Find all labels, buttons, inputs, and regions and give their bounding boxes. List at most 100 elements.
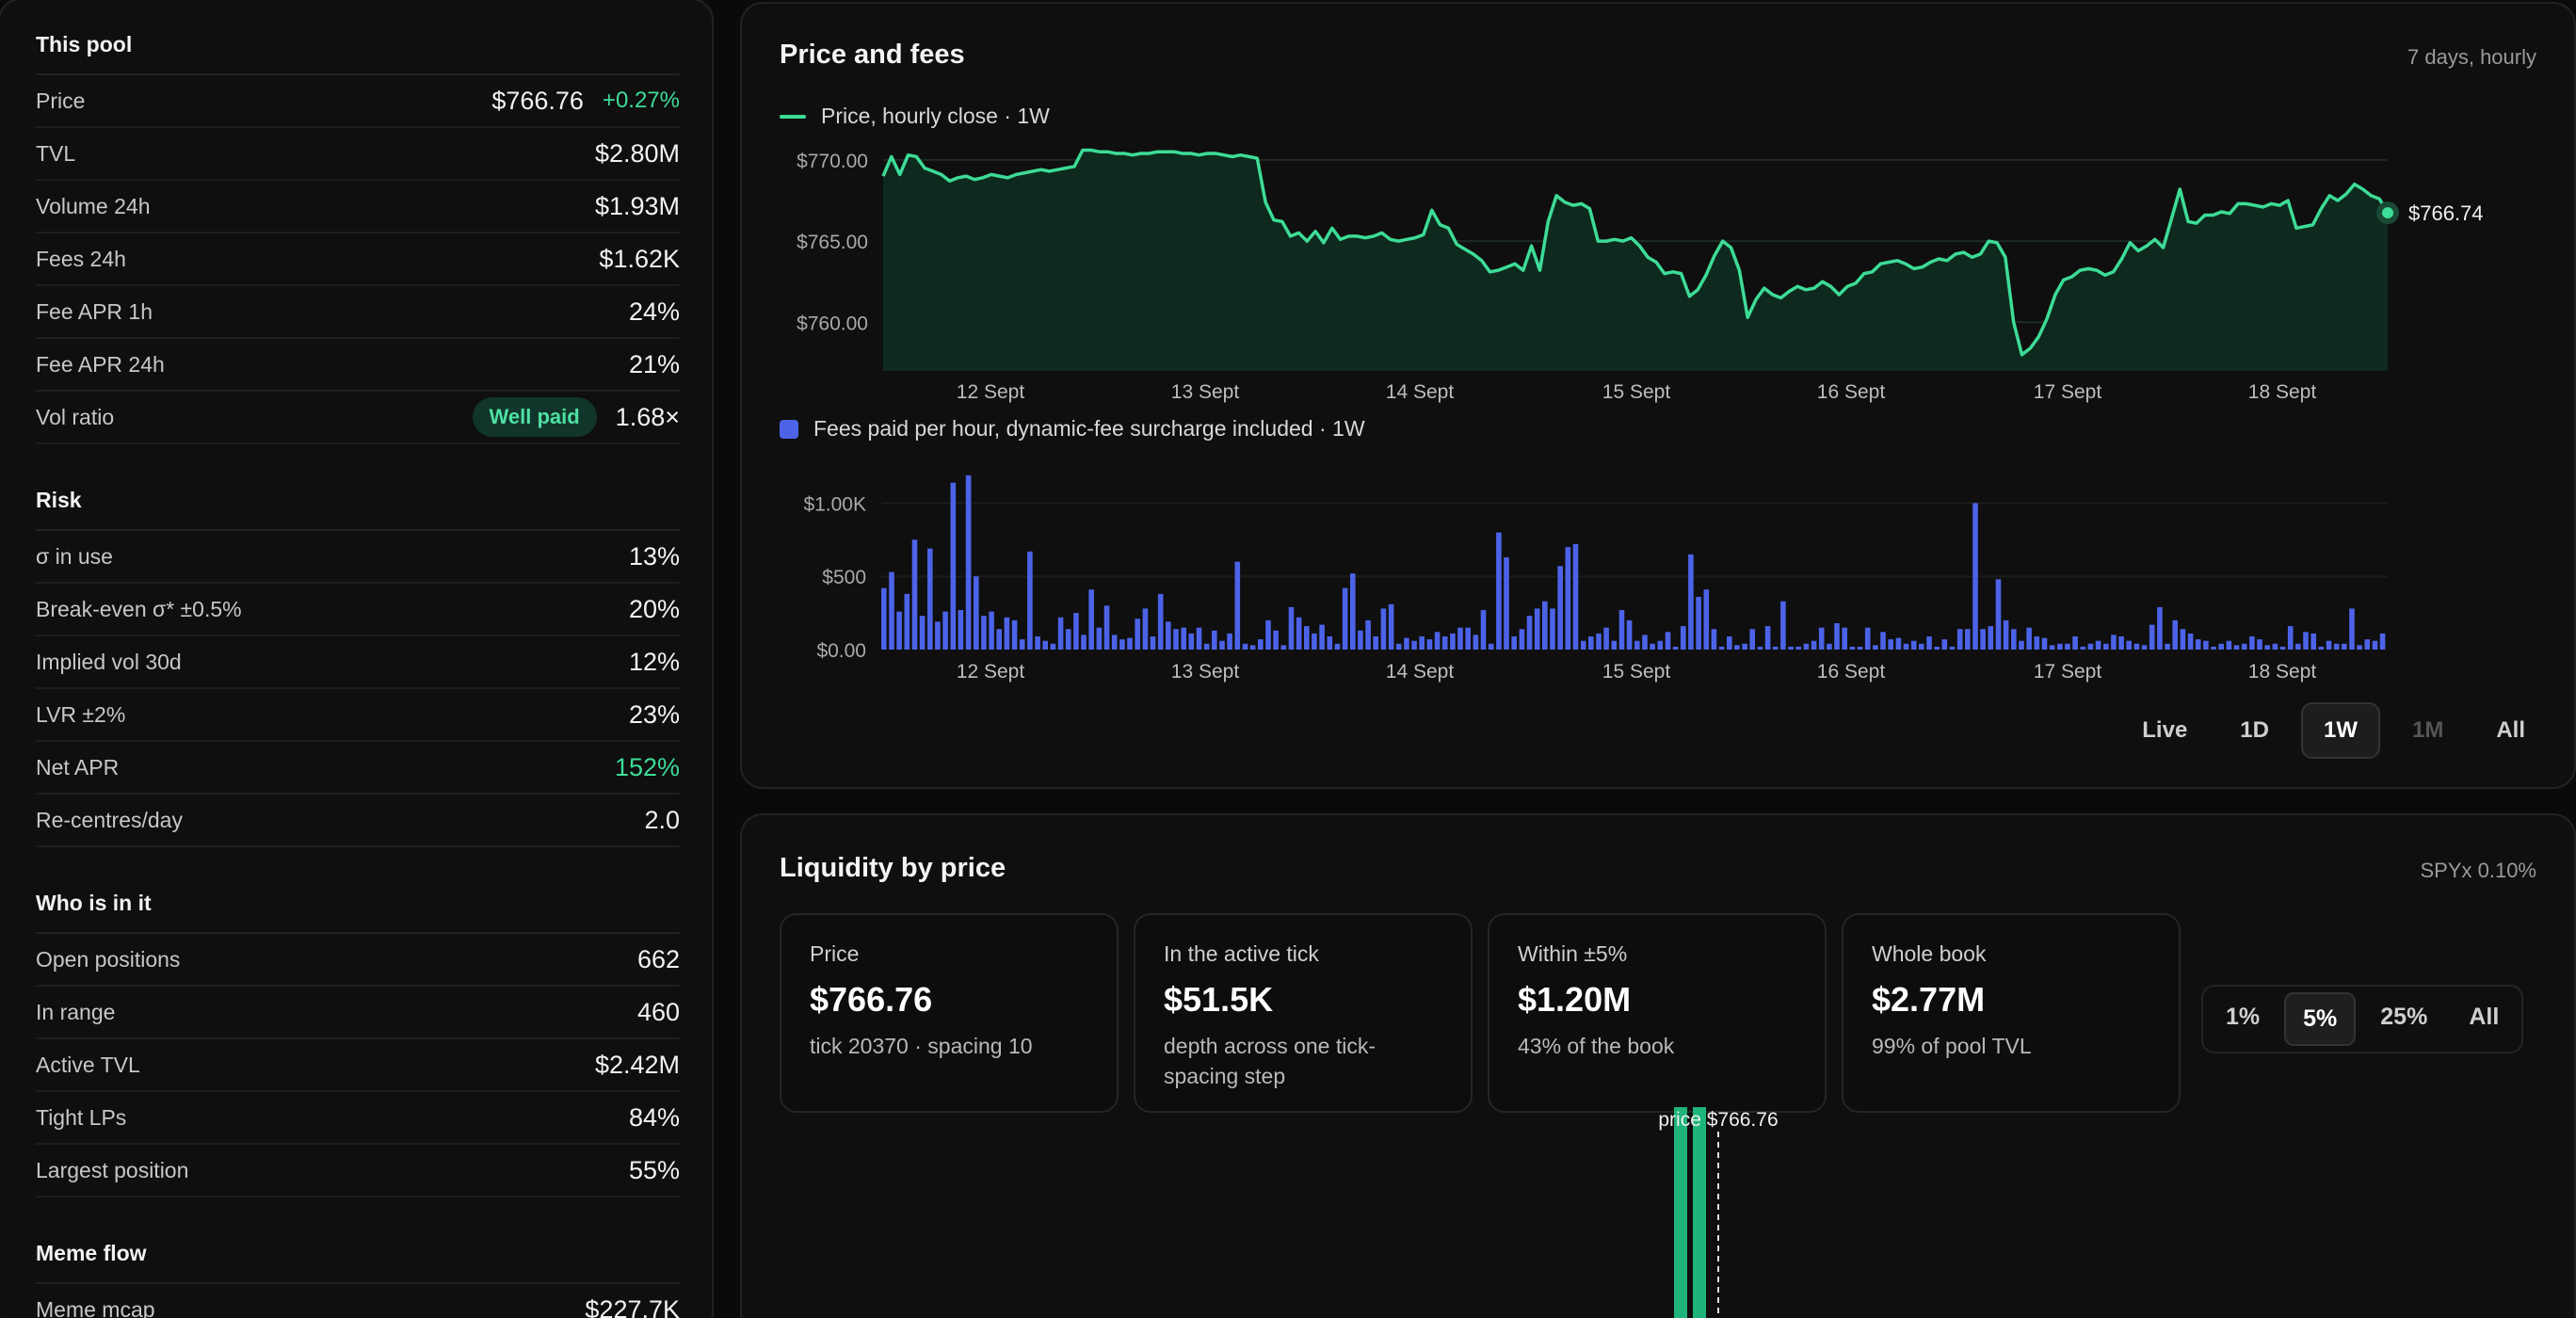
fee-bar[interactable] <box>2226 640 2232 650</box>
fee-bar[interactable] <box>1296 617 1302 650</box>
fee-bar[interactable] <box>1157 593 1164 650</box>
fee-bar[interactable] <box>1035 636 1040 650</box>
fee-bar[interactable] <box>1088 589 1094 650</box>
fee-bar[interactable] <box>1342 587 1348 650</box>
fee-bar[interactable] <box>2241 643 2247 650</box>
fee-bar[interactable] <box>2211 646 2216 650</box>
fee-bar[interactable] <box>1327 636 1333 650</box>
fee-bar[interactable] <box>1350 573 1356 650</box>
fee-bar[interactable] <box>1880 632 1886 650</box>
fee-bar[interactable] <box>1903 643 1909 650</box>
fee-bar[interactable] <box>1995 579 2002 650</box>
fee-bar[interactable] <box>1941 639 1948 650</box>
fee-bar[interactable] <box>2287 626 2294 650</box>
fee-bar[interactable] <box>1441 636 1448 650</box>
fee-bar[interactable] <box>1818 627 1825 650</box>
fee-bar[interactable] <box>2141 645 2148 650</box>
fee-bar[interactable] <box>1312 633 1317 650</box>
fee-bar[interactable] <box>2180 629 2186 650</box>
fee-bar[interactable] <box>1395 643 1402 650</box>
fee-bar[interactable] <box>1057 617 1064 650</box>
fee-bar[interactable] <box>2118 636 2124 650</box>
fee-bar[interactable] <box>1127 637 1133 650</box>
fee-bar[interactable] <box>1358 630 1363 650</box>
fee-bar[interactable] <box>2065 643 2070 650</box>
fee-bar[interactable] <box>1873 645 1878 650</box>
fee-bar[interactable] <box>2019 640 2024 650</box>
fee-bar[interactable] <box>2034 636 2040 650</box>
fee-bar[interactable] <box>1334 643 1341 650</box>
fee-bar[interactable] <box>1504 557 1509 650</box>
fee-bar[interactable] <box>1304 626 1310 650</box>
fee-bar[interactable] <box>1626 619 1633 650</box>
fee-bar[interactable] <box>2233 645 2240 650</box>
fee-bar[interactable] <box>2003 619 2009 650</box>
fee-bar[interactable] <box>1864 627 1871 650</box>
fee-bar[interactable] <box>1642 635 1648 650</box>
fee-bar[interactable] <box>1234 561 1241 650</box>
fee-bar[interactable] <box>1580 640 1586 650</box>
fee-bar[interactable] <box>2379 633 2386 650</box>
fee-bar[interactable] <box>1380 608 1387 650</box>
fee-bar[interactable] <box>1404 637 1409 650</box>
fee-bar[interactable] <box>1450 633 1456 650</box>
fee-bar[interactable] <box>881 587 887 650</box>
fee-bar[interactable] <box>1434 632 1441 650</box>
fee-bar[interactable] <box>958 610 964 650</box>
liquidity-bar[interactable] <box>1674 1107 1687 1318</box>
fee-bar[interactable] <box>2126 640 2132 650</box>
fee-bar[interactable] <box>1980 629 1986 650</box>
fee-bar[interactable] <box>2087 643 2094 650</box>
fee-bar[interactable] <box>1042 640 1048 650</box>
fee-bar[interactable] <box>935 621 941 650</box>
fee-bar[interactable] <box>2272 643 2278 650</box>
fee-bar[interactable] <box>2203 640 2209 650</box>
fee-bar[interactable] <box>1795 646 1801 650</box>
fee-bar[interactable] <box>1388 603 1394 650</box>
fee-bar[interactable] <box>1842 627 1847 650</box>
fee-bar[interactable] <box>1265 619 1271 650</box>
fee-bar[interactable] <box>1273 630 1279 650</box>
fee-bar[interactable] <box>1618 610 1625 650</box>
fee-bar[interactable] <box>1249 645 1256 650</box>
fee-bar[interactable] <box>1196 627 1202 650</box>
fee-bar[interactable] <box>1550 608 1555 650</box>
fee-bar[interactable] <box>1665 632 1671 650</box>
fee-bar[interactable] <box>1895 637 1902 650</box>
fee-bar[interactable] <box>1096 627 1103 650</box>
fee-bar[interactable] <box>2080 646 2086 650</box>
fee-bar[interactable] <box>2165 643 2170 650</box>
liquidity-range-5pct[interactable]: 5% <box>2284 992 2357 1046</box>
fee-bar[interactable] <box>1073 613 1079 650</box>
fee-bar[interactable] <box>950 482 957 650</box>
fee-bar[interactable] <box>1611 640 1618 650</box>
fee-bar[interactable] <box>2057 643 2063 650</box>
fee-bar[interactable] <box>2111 635 2117 650</box>
fee-bar[interactable] <box>1027 551 1033 650</box>
fee-bar[interactable] <box>1557 566 1563 650</box>
fee-bar[interactable] <box>1473 635 1479 650</box>
fee-bar[interactable] <box>2357 645 2362 650</box>
fee-bar[interactable] <box>1081 635 1087 650</box>
fee-bar[interactable] <box>1457 627 1463 650</box>
fee-bar[interactable] <box>965 474 972 650</box>
fee-bar[interactable] <box>2318 646 2325 650</box>
fee-bar[interactable] <box>1019 639 1025 650</box>
fee-bar[interactable] <box>1834 623 1840 650</box>
fee-bar[interactable] <box>1065 629 1071 650</box>
range-button-1w[interactable]: 1W <box>2300 702 2380 759</box>
last-price-dot[interactable] <box>2382 207 2393 219</box>
fees-chart[interactable]: $1.00K $500 $0.00 12 Sept 13 Sept 14 Sept 15 S… <box>742 465 2576 691</box>
fee-bar[interactable] <box>2149 624 2155 650</box>
fee-bar[interactable] <box>2295 643 2301 650</box>
fee-bar[interactable] <box>1565 547 1571 650</box>
fee-bar[interactable] <box>2333 643 2340 650</box>
fee-bar[interactable] <box>1488 643 1494 650</box>
fee-bar[interactable] <box>1365 619 1371 650</box>
fee-bar[interactable] <box>1227 633 1232 650</box>
fee-bar[interactable] <box>1672 646 1679 650</box>
fee-bar[interactable] <box>1910 640 1917 650</box>
range-button-live[interactable]: Live <box>2142 717 2188 743</box>
fee-bar[interactable] <box>1688 554 1694 650</box>
fee-bar[interactable] <box>1772 646 1779 650</box>
